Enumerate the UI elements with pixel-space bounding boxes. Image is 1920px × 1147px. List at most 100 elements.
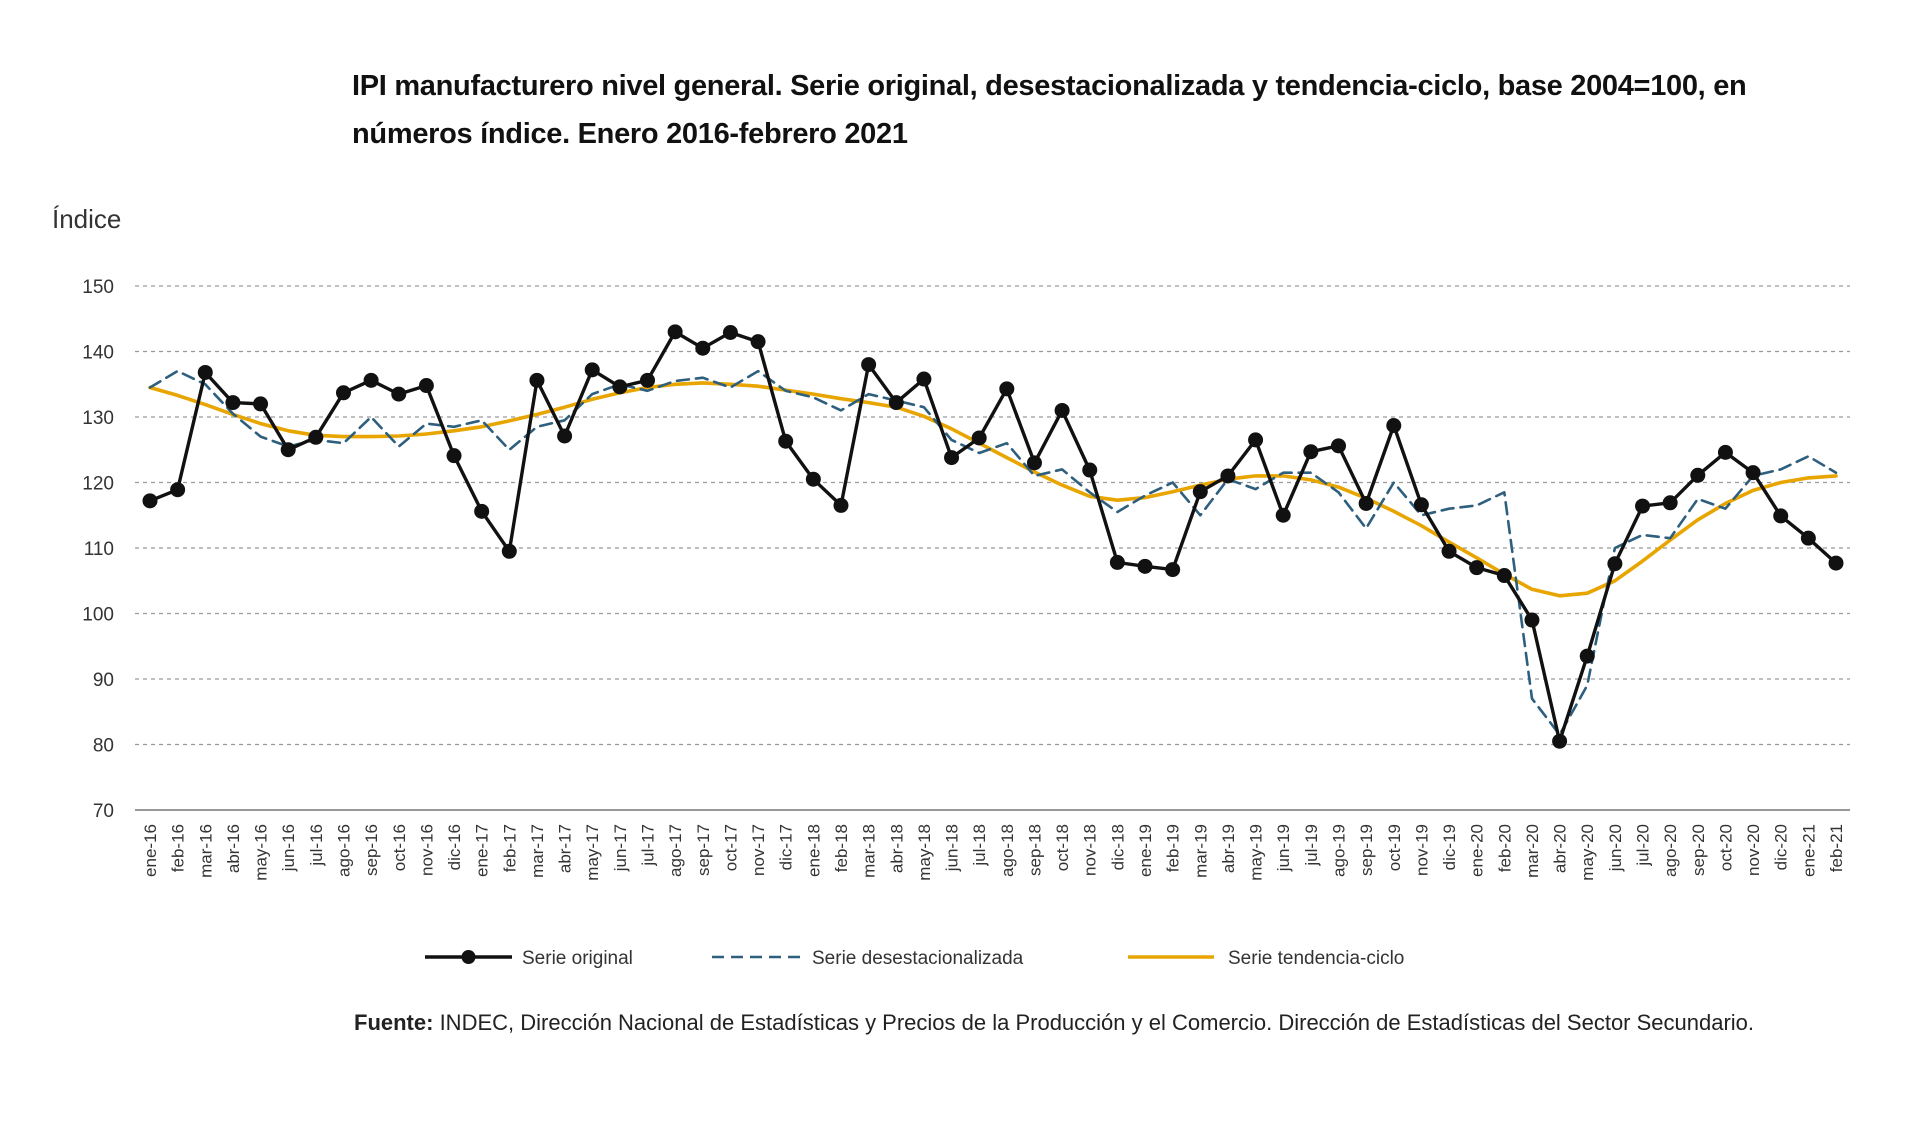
data-point — [971, 430, 987, 446]
x-tick-label: feb-17 — [500, 824, 519, 872]
x-tick-label: abr-18 — [887, 824, 906, 873]
x-tick-label: mar-20 — [1523, 824, 1542, 878]
x-tick-label: may-19 — [1247, 824, 1266, 881]
x-tick-label: dic-16 — [445, 824, 464, 870]
data-point — [1524, 612, 1540, 628]
x-tick-label: sep-18 — [1025, 824, 1044, 876]
data-point — [1469, 560, 1485, 576]
legend: Serie original Serie desestacionalizada Se… — [425, 948, 1404, 969]
x-tick-label: oct-17 — [721, 824, 740, 871]
data-point — [1413, 497, 1429, 513]
data-point — [418, 378, 434, 394]
y-tick-label: 140 — [82, 343, 114, 364]
y-tick-label: 90 — [93, 670, 114, 691]
data-point — [1441, 543, 1457, 559]
data-point — [1220, 468, 1236, 484]
x-tick-label: ene-21 — [1799, 824, 1818, 877]
x-tick-label: feb-20 — [1495, 824, 1514, 872]
x-tick-label: mar-18 — [860, 824, 879, 878]
source-text: INDEC, Dirección Nacional de Estadística… — [433, 1010, 1755, 1035]
data-point — [833, 497, 849, 513]
data-point — [584, 362, 600, 378]
markers — [142, 324, 1844, 749]
x-tick-label: dic-18 — [1108, 824, 1127, 870]
data-point — [1773, 508, 1789, 524]
x-tick-label: mar-17 — [528, 824, 547, 878]
data-point — [529, 372, 545, 388]
y-axis-ticks: 70 80 90 100 110 120 130 140 150 — [82, 277, 114, 822]
x-tick-label: feb-21 — [1827, 824, 1846, 872]
legend-label-2: Serie tendencia-ciclo — [1228, 948, 1404, 969]
data-point — [1745, 465, 1761, 481]
data-point — [474, 503, 490, 519]
data-point — [501, 543, 517, 559]
data-point — [1275, 507, 1291, 523]
x-tick-label: ago-20 — [1661, 824, 1680, 877]
x-tick-label: may-20 — [1578, 824, 1597, 881]
data-point — [1137, 558, 1153, 574]
series-line-2 — [148, 381, 1838, 598]
x-tick-label: oct-16 — [390, 824, 409, 871]
x-tick-label: feb-19 — [1164, 824, 1183, 872]
x-tick-label: nov-16 — [417, 824, 436, 876]
data-point — [1358, 495, 1374, 511]
grid — [135, 285, 1850, 811]
y-tick-label: 80 — [93, 736, 114, 757]
x-tick-label: jun-20 — [1606, 824, 1625, 872]
x-tick-label: ene-17 — [473, 824, 492, 877]
legend-label-1: Serie desestacionalizada — [812, 948, 1024, 969]
x-tick-label: jun-19 — [1274, 824, 1293, 872]
data-point — [1579, 648, 1595, 664]
x-tick-label: ago-17 — [666, 824, 685, 877]
series-lines — [148, 330, 1838, 743]
x-tick-label: jul-18 — [970, 824, 989, 867]
data-point — [722, 325, 738, 341]
data-point — [335, 385, 351, 401]
x-tick-label: mar-19 — [1191, 824, 1210, 878]
data-point — [667, 324, 683, 340]
data-point — [640, 372, 656, 388]
data-point — [612, 379, 628, 395]
data-point — [805, 471, 821, 487]
x-tick-label: jun-17 — [611, 824, 630, 872]
data-point — [1828, 555, 1844, 571]
data-point — [1386, 418, 1402, 434]
data-point — [1552, 733, 1568, 749]
x-tick-label: jun-18 — [943, 824, 962, 872]
legend-marker — [461, 950, 476, 964]
data-point — [308, 429, 324, 445]
data-point — [695, 340, 711, 356]
data-point — [1082, 462, 1098, 478]
data-point — [944, 450, 960, 466]
data-point — [225, 395, 241, 411]
data-point — [1165, 562, 1181, 578]
x-tick-label: sep-20 — [1689, 824, 1708, 876]
x-tick-label: abr-19 — [1219, 824, 1238, 873]
data-point — [1496, 568, 1512, 584]
data-point — [391, 386, 407, 402]
x-tick-label: abr-17 — [556, 824, 575, 873]
y-tick-label: 130 — [82, 408, 114, 429]
x-tick-label: sep-19 — [1357, 824, 1376, 876]
data-point — [999, 381, 1015, 397]
data-point — [1054, 402, 1070, 418]
x-axis-ticks: ene-16 feb-16 mar-16 abr-16 may-16 jun-16 jul-… — [141, 824, 1846, 881]
data-point — [446, 448, 462, 464]
x-tick-label: sep-17 — [694, 824, 713, 876]
source-label: Fuente: — [354, 1010, 434, 1035]
data-point — [861, 357, 877, 373]
x-tick-label: ago-16 — [334, 824, 353, 877]
legend-label-0: Serie original — [522, 948, 633, 969]
source-note: Fuente: INDEC, Dirección Nacional de Est… — [354, 1008, 1864, 1038]
y-tick-label: 120 — [82, 474, 114, 495]
data-point — [170, 482, 186, 498]
x-tick-label: ene-16 — [141, 824, 160, 877]
x-tick-label: nov-19 — [1412, 824, 1431, 876]
y-tick-label: 100 — [82, 605, 114, 626]
data-point — [557, 428, 573, 444]
data-point — [1330, 438, 1346, 454]
data-point — [1717, 444, 1733, 460]
data-point — [888, 395, 904, 411]
data-point — [363, 372, 379, 388]
